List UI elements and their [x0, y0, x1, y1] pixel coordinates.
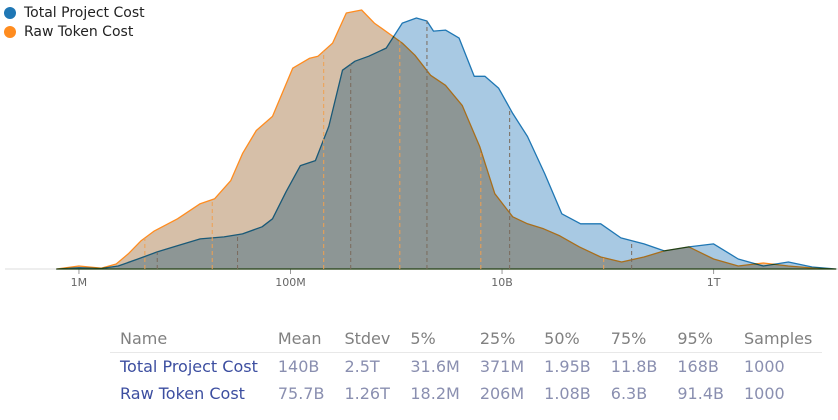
x-tick-label: 100M: [275, 276, 306, 289]
stat-value-cell: 168B: [677, 357, 719, 376]
stat-value-cell: 1.95B: [544, 357, 591, 376]
stat-value-cell: 91.4B: [677, 384, 724, 403]
column-header: Stdev: [334, 325, 401, 353]
stat-value-cell: 11.8B: [610, 357, 658, 376]
legend-swatch-icon: [4, 6, 16, 19]
legend-label: Total Project Cost: [24, 4, 145, 21]
x-tick-label: 1M: [71, 276, 88, 289]
stat-value-cell: 2.5T: [344, 357, 380, 376]
stat-value-cell: 75.7B: [277, 384, 325, 403]
column-header: 50%: [534, 325, 601, 353]
series-area-1: [56, 9, 837, 270]
column-header: Mean: [267, 325, 335, 353]
table-row: Total Project Cost 140B 2.5T 31.6M 371M 1.95B…: [110, 353, 822, 381]
column-header: 25%: [469, 325, 535, 353]
x-tick-label: 1T: [707, 276, 721, 289]
x-tick-label: 10B: [491, 276, 513, 289]
stat-value-cell: 1000: [743, 357, 785, 376]
legend-item-total-project-cost: Total Project Cost: [4, 3, 145, 22]
table-row: Raw Token Cost 75.7B 1.26T 18.2M 206M 1.08B 6.…: [110, 380, 822, 407]
column-header: 95%: [667, 325, 734, 353]
column-header: 75%: [600, 325, 668, 353]
stat-value-cell: 371M: [479, 357, 525, 376]
stats-body: Total Project Cost 140B 2.5T 31.6M 371M 1.95B…: [110, 353, 822, 408]
chart-legend: Total Project Cost Raw Token Cost: [4, 3, 145, 41]
stat-value-cell: 1.08B: [544, 384, 591, 403]
stat-value-cell: 18.2M: [410, 384, 460, 403]
column-header: Name: [110, 325, 268, 353]
stat-value-cell: 140B: [277, 357, 320, 376]
stat-value-cell: 31.6M: [410, 357, 460, 376]
legend-label: Raw Token Cost: [24, 23, 134, 40]
legend-item-raw-token-cost: Raw Token Cost: [4, 22, 145, 41]
stats-header-row: Name Mean Stdev 5% 25% 50% 75% 95% Samples: [110, 325, 823, 353]
stat-value-cell: 1.26T: [344, 384, 390, 403]
row-name-cell: Raw Token Cost: [120, 384, 245, 403]
column-header: Samples: [733, 325, 823, 353]
column-header: 5%: [400, 325, 470, 353]
distribution-chart: 1M 100M 10B 1T: [5, 9, 838, 289]
stat-value-cell: 6.3B: [610, 384, 648, 403]
row-name-cell: Total Project Cost: [120, 357, 258, 376]
legend-swatch-icon: [4, 25, 16, 38]
stat-value-cell: 1000: [743, 384, 785, 403]
stat-value-cell: 206M: [479, 384, 525, 403]
summary-stats-table: Name Mean Stdev 5% 25% 50% 75% 95% Samples Total…: [110, 325, 823, 408]
